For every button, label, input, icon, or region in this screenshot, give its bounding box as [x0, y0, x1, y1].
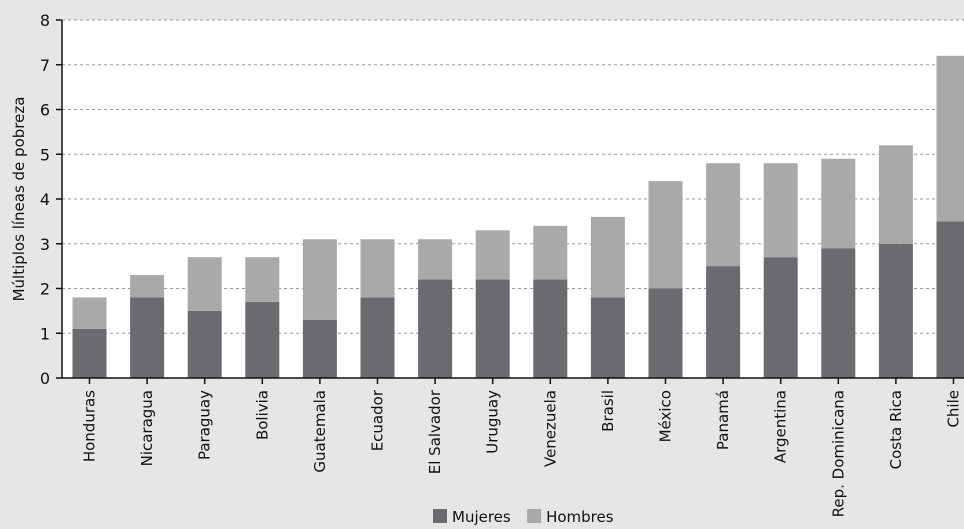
- x-tick-label: Uruguay: [484, 390, 502, 454]
- legend-swatch-mujeres: [433, 509, 447, 523]
- y-tick-label: 7: [40, 56, 50, 75]
- x-tick-label: Guatemala: [311, 390, 329, 473]
- bar-hombres: [706, 163, 740, 266]
- bar-mujeres: [821, 248, 855, 378]
- bar-hombres: [245, 257, 279, 302]
- bar-mujeres: [361, 297, 395, 378]
- bar-hombres: [591, 217, 625, 298]
- legend-swatch-hombres: [527, 509, 541, 523]
- bar-mujeres: [73, 329, 107, 378]
- legend-label-mujeres: Mujeres: [452, 508, 511, 525]
- x-tick-label: Costa Rica: [887, 390, 905, 469]
- x-tick-label: Rep. Dominicana: [829, 390, 847, 517]
- bar-hombres: [130, 275, 164, 297]
- bar-hombres: [821, 159, 855, 249]
- y-tick-label: 8: [40, 11, 50, 30]
- bar-mujeres: [764, 257, 798, 378]
- x-tick-label: Bolivia: [253, 390, 271, 440]
- bar-hombres: [361, 239, 395, 297]
- x-tick-label: Venezuela: [541, 390, 559, 467]
- bar-mujeres: [476, 280, 510, 378]
- bar-hombres: [418, 239, 452, 279]
- bar-hombres: [303, 239, 337, 320]
- y-axis-label: Múltiplos líneas de pobreza: [10, 97, 28, 302]
- x-tick-label: El Salvador: [426, 389, 444, 474]
- y-tick-label: 2: [40, 280, 50, 299]
- bar-hombres: [764, 163, 798, 257]
- y-tick-label: 0: [40, 369, 50, 388]
- bar-mujeres: [937, 221, 964, 378]
- bar-mujeres: [418, 280, 452, 378]
- y-tick-label: 3: [40, 235, 50, 254]
- bar-mujeres: [130, 297, 164, 378]
- bar-mujeres: [188, 311, 222, 378]
- bar-hombres: [188, 257, 222, 311]
- x-tick-label: Brasil: [599, 390, 617, 432]
- bar-hombres: [649, 181, 683, 288]
- y-tick-label: 5: [40, 145, 50, 164]
- bar-hombres: [73, 297, 107, 328]
- legend: Mujeres Hombres: [433, 508, 614, 525]
- bar-hombres: [533, 226, 567, 280]
- bar-hombres: [476, 230, 510, 279]
- x-tick-label: Honduras: [81, 390, 99, 462]
- bar-hombres: [937, 56, 964, 222]
- x-tick-label: Paraguay: [196, 390, 214, 460]
- y-tick-label: 4: [40, 190, 50, 209]
- bar-mujeres: [706, 266, 740, 378]
- x-tick-label: México: [657, 390, 675, 442]
- bar-mujeres: [591, 297, 625, 378]
- y-tick-labels: 0 1 2 3 4 5 6 7 8: [40, 11, 62, 388]
- y-tick-label: 6: [40, 101, 50, 120]
- bar-hombres: [879, 145, 913, 243]
- bar-mujeres: [303, 320, 337, 378]
- bar-mujeres: [245, 302, 279, 378]
- x-tick-label: Panamá: [714, 390, 732, 450]
- x-tick-label: Ecuador: [369, 389, 387, 451]
- legend-label-hombres: Hombres: [546, 508, 614, 525]
- x-tick-label: Chile: [945, 390, 963, 428]
- x-tick-labels: Honduras Nicaragua Paraguay Bolivia Guatemal…: [81, 378, 963, 517]
- bar-mujeres: [533, 280, 567, 378]
- x-tick-label: Nicaragua: [138, 390, 156, 466]
- bar-mujeres: [879, 244, 913, 378]
- x-tick-label: Argentina: [772, 390, 790, 463]
- y-tick-label: 1: [40, 324, 50, 343]
- bar-mujeres: [649, 289, 683, 379]
